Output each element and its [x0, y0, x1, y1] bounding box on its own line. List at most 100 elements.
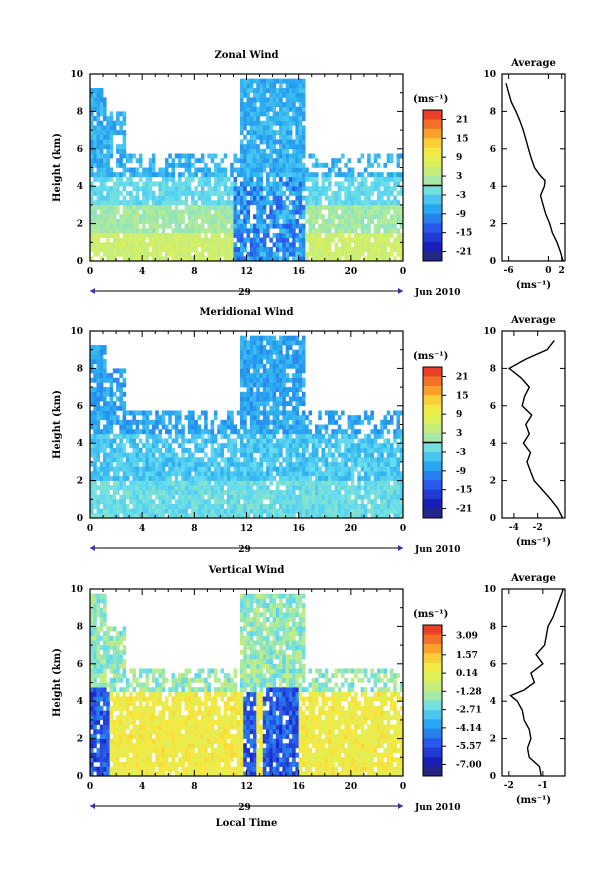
heatmap-cell	[161, 186, 166, 192]
heatmap-cell	[122, 200, 127, 206]
heatmap-cell	[93, 705, 97, 711]
heatmap-cell	[341, 503, 345, 509]
heatmap-cell	[367, 508, 371, 514]
heatmap-cell	[301, 181, 306, 187]
heatmap-cell	[288, 457, 293, 463]
heatmap-cell	[285, 461, 290, 467]
heatmap-cell	[93, 88, 97, 93]
colorbar-tick-label: -15	[456, 229, 472, 239]
heatmap-cell	[295, 130, 299, 136]
heatmap-cell	[148, 237, 153, 243]
heatmap-cell	[393, 480, 397, 486]
heatmap-cell	[308, 513, 313, 519]
heatmap-cell	[145, 489, 149, 495]
heatmap-cell	[207, 494, 211, 500]
heatmap-cell	[367, 415, 371, 421]
heatmap-cell	[155, 415, 159, 421]
heatmap-cell	[344, 485, 348, 491]
heatmap-cell	[301, 471, 306, 477]
heatmap-cell	[210, 223, 215, 229]
heatmap-cell	[350, 452, 355, 458]
heatmap-cell	[298, 485, 303, 491]
heatmap-cell	[249, 415, 254, 421]
heatmap-cell	[269, 419, 273, 425]
heatmap-cell	[292, 139, 296, 145]
heatmap-cell	[145, 513, 149, 519]
heatmap-cell	[200, 256, 205, 262]
heatmap-cell	[112, 494, 117, 500]
heatmap-cell	[269, 78, 273, 84]
heatmap-cell	[230, 200, 234, 206]
heatmap-cell	[96, 640, 101, 646]
heatmap-cell	[259, 396, 264, 402]
heatmap-cell	[285, 471, 290, 477]
heatmap-cell	[90, 256, 94, 262]
heatmap-cell	[90, 368, 94, 374]
heatmap-cell	[253, 92, 257, 98]
heatmap-cell	[109, 167, 114, 173]
heatmap-cell	[181, 209, 185, 215]
colorbar-swatch	[423, 185, 442, 196]
heatmap-cell	[334, 433, 339, 439]
heatmap-cell	[132, 438, 136, 444]
heatmap-cell	[354, 223, 358, 229]
heatmap-cell	[324, 172, 329, 178]
heatmap-cell	[200, 461, 205, 467]
heatmap-cell	[164, 214, 169, 220]
heatmap-cell	[269, 503, 273, 509]
heatmap-cell	[204, 443, 208, 449]
heatmap-cell	[324, 457, 329, 463]
heatmap-cell	[109, 429, 114, 435]
heatmap-cell	[389, 499, 394, 505]
heatmap-cell	[259, 424, 264, 430]
heatmap-cell	[311, 489, 316, 495]
heatmap-cell	[285, 116, 290, 122]
heatmap-cell	[305, 457, 309, 463]
heatmap-cell	[187, 256, 192, 262]
heatmap-cell	[103, 363, 107, 369]
heatmap-cell	[129, 256, 133, 262]
heatmap-cell	[249, 195, 254, 201]
heatmap-cell	[253, 190, 257, 196]
heatmap-cell	[103, 457, 107, 463]
heatmap-cell	[246, 452, 251, 458]
heatmap-cell	[288, 508, 293, 514]
heatmap-cell	[151, 214, 156, 220]
heatmap-cell	[142, 246, 146, 252]
heatmap-cell	[213, 466, 218, 472]
heatmap-cell	[93, 513, 97, 519]
heatmap-cell	[282, 443, 286, 449]
heatmap-cell	[148, 513, 153, 519]
heatmap-cell	[93, 190, 97, 196]
heatmap-cell	[259, 111, 264, 117]
heatmap-cell	[93, 654, 97, 660]
heatmap-cell	[178, 218, 182, 224]
heatmap-cell	[174, 466, 179, 472]
heatmap-cell	[318, 433, 322, 439]
heatmap-cell	[295, 176, 299, 182]
heatmap-cell	[370, 415, 374, 421]
heatmap-cell	[230, 457, 234, 463]
heatmap-cell	[324, 503, 329, 509]
heatmap-cell	[275, 466, 280, 472]
heatmap-cell	[249, 228, 254, 234]
heatmap-cell	[337, 246, 342, 252]
heatmap-cell	[116, 508, 120, 514]
heatmap-cell	[314, 242, 319, 248]
heatmap-cell	[314, 246, 319, 252]
heatmap-cell	[331, 499, 335, 505]
heatmap-cell	[93, 218, 97, 224]
heatmap-cell	[132, 153, 136, 159]
heatmap-cell	[344, 513, 348, 519]
heatmap-cell	[321, 494, 326, 500]
heatmap-cell	[207, 251, 211, 257]
heatmap-cell	[93, 752, 97, 758]
heatmap-cell	[305, 204, 309, 210]
heatmap-cell	[259, 373, 264, 379]
heatmap-cell	[360, 209, 365, 215]
heatmap-cell	[138, 471, 143, 477]
heatmap-cell	[122, 489, 127, 495]
heatmap-cell	[106, 232, 110, 238]
heatmap-cell	[217, 494, 221, 500]
heatmap-cell	[184, 186, 189, 192]
